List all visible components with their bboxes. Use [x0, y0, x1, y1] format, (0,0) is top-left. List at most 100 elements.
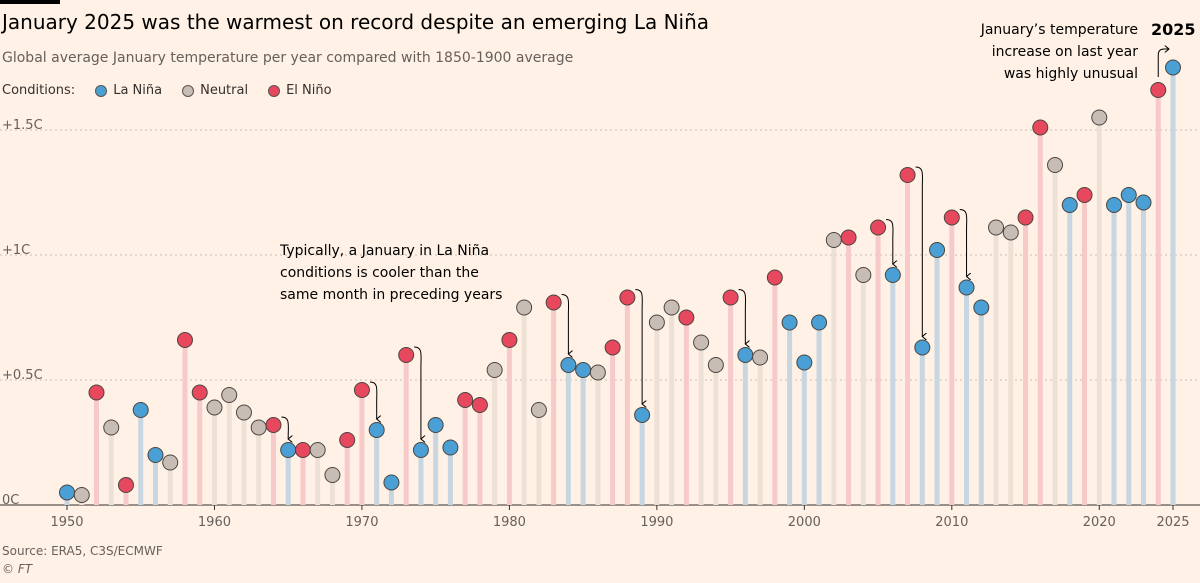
point-2022	[1120, 187, 1137, 203]
x-tick-label: 1950	[50, 515, 83, 530]
point-1973	[398, 347, 415, 363]
point-1963	[250, 419, 267, 436]
point-1960	[206, 399, 223, 416]
point-1995	[722, 289, 739, 306]
point-2011	[958, 279, 975, 296]
point-1958	[176, 332, 193, 348]
point-1990	[648, 314, 665, 331]
point-1952	[88, 384, 105, 401]
point-2019	[1076, 187, 1093, 203]
la-nina-arrow-2006	[886, 219, 893, 265]
point-1979	[486, 362, 503, 378]
point-2024	[1150, 82, 1167, 98]
point-2023	[1135, 194, 1152, 211]
point-2010	[943, 209, 960, 226]
point-1984	[560, 357, 577, 373]
legend-item-la-nina: La Niña	[95, 83, 162, 98]
point-2009	[929, 242, 946, 258]
legend-label: Conditions:	[2, 83, 76, 98]
la-nina-arrow-2011	[959, 209, 967, 277]
point-1980	[501, 332, 518, 348]
point-1953	[103, 419, 120, 436]
la-nina-arrow-1971	[369, 381, 377, 419]
point-1950	[59, 484, 75, 501]
chart-title: January 2025 was the warmest on record d…	[2, 10, 710, 34]
y-tick-label: +1C	[2, 243, 30, 258]
point-1968	[324, 467, 341, 483]
point-1976	[442, 439, 459, 456]
point-2004	[855, 267, 872, 283]
legend-label-el-nino: El Niño	[286, 83, 332, 98]
legend: Conditions: La Niña Neutral El Niño	[2, 83, 332, 98]
point-2020	[1091, 109, 1108, 126]
x-tick-label: 2010	[935, 515, 968, 530]
la-nina-arrow-1989	[635, 289, 642, 405]
point-2017	[1047, 157, 1064, 173]
legend-label-la-nina: La Niña	[113, 83, 163, 98]
point-2007	[899, 167, 916, 183]
highlight-year-label: 2025	[1151, 20, 1196, 39]
point-1991	[663, 299, 680, 316]
point-1964	[265, 417, 282, 433]
la-nina-arrow-1965	[281, 416, 288, 439]
point-1959	[191, 384, 208, 401]
point-2002	[825, 232, 842, 248]
point-1956	[147, 447, 164, 463]
la-nina-arrow-2008	[915, 166, 923, 337]
la-nina-annotation: Typically, a January in La Niña conditio…	[280, 243, 503, 303]
x-tick-label: 2025	[1156, 515, 1189, 530]
chart-subtitle: Global average January temperature per y…	[2, 50, 574, 66]
credit-note: © FT	[2, 562, 33, 576]
point-1986	[589, 364, 606, 381]
point-2013	[988, 219, 1005, 236]
point-1966	[294, 442, 311, 458]
source-note: Source: ERA5, C3S/ECMWF	[2, 544, 163, 558]
x-tick-label: 1980	[493, 515, 526, 530]
point-2001	[811, 314, 828, 331]
point-1998	[766, 269, 783, 286]
point-1961	[221, 387, 238, 403]
point-1997	[752, 349, 769, 366]
el-nino-swatch	[268, 84, 281, 97]
point-1974	[412, 442, 429, 458]
point-1987	[604, 339, 621, 356]
la-nina-arrow-1974	[414, 346, 421, 439]
point-2008	[914, 339, 931, 356]
y-tick-label: 0C	[2, 493, 19, 508]
point-1967	[309, 442, 326, 458]
point-1957	[162, 454, 179, 471]
point-1983	[545, 294, 562, 311]
la-nina-swatch	[95, 84, 108, 97]
point-2000	[796, 354, 813, 371]
la-nina-arrow-1984	[561, 294, 569, 355]
point-2012	[973, 299, 990, 316]
highlight-arrow	[1157, 49, 1169, 77]
point-1969	[339, 432, 356, 448]
point-2003	[840, 229, 857, 246]
legend-item-el-nino: El Niño	[268, 83, 332, 98]
point-2016	[1032, 119, 1049, 136]
x-tick-label: 1970	[345, 515, 378, 530]
point-1972	[383, 474, 400, 491]
point-2005	[870, 219, 887, 236]
x-tick-label: 1960	[198, 515, 231, 530]
point-1971	[368, 422, 385, 438]
neutral-swatch	[182, 84, 195, 97]
point-2018	[1061, 197, 1078, 213]
point-2006	[884, 267, 901, 283]
x-tick-label: 2020	[1083, 515, 1116, 530]
point-2025	[1165, 59, 1181, 76]
point-2014	[1002, 224, 1019, 241]
point-1981	[516, 299, 533, 316]
point-1985	[575, 362, 592, 378]
y-tick-label: +1.5C	[2, 118, 43, 133]
point-1970	[353, 382, 370, 398]
point-2021	[1106, 197, 1123, 213]
point-1992	[678, 309, 695, 326]
point-1954	[117, 477, 134, 493]
x-tick-label: 1990	[640, 515, 673, 530]
point-1977	[457, 392, 474, 408]
ft-top-bar	[0, 0, 60, 4]
y-tick-label: +0.5C	[2, 368, 43, 383]
